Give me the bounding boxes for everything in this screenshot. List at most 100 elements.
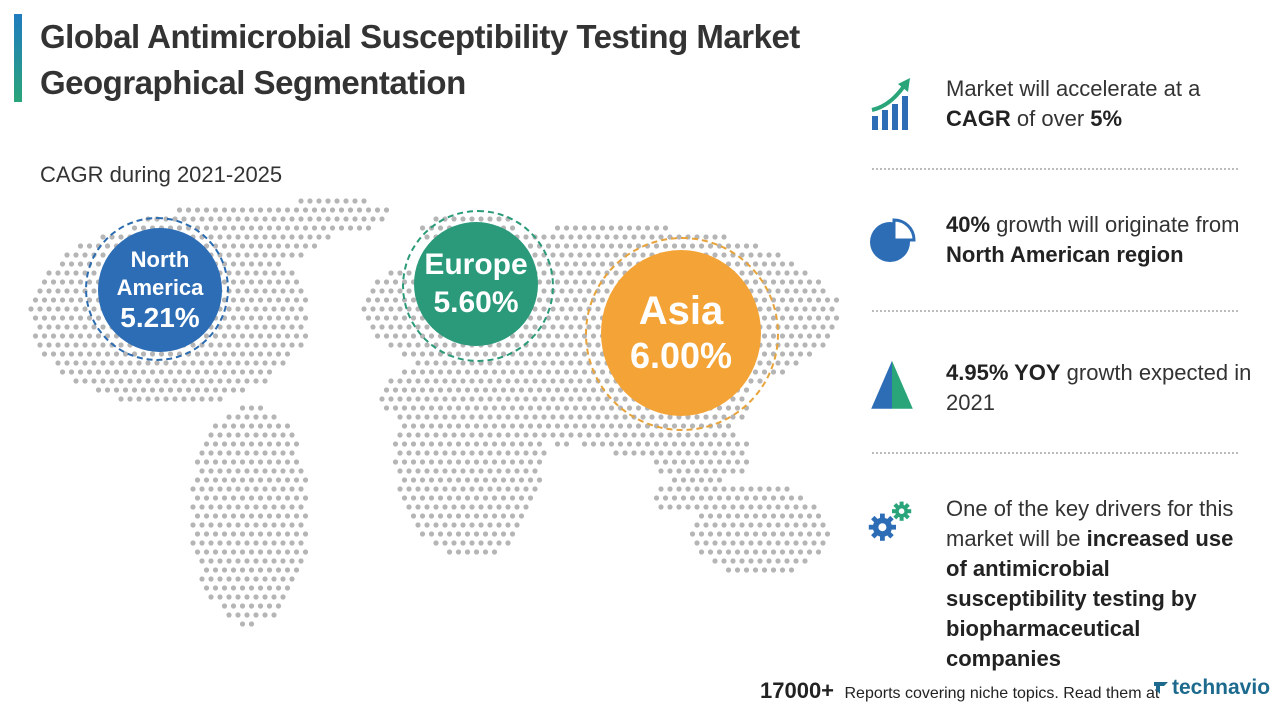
map-dot — [388, 342, 394, 348]
map-dot — [280, 504, 286, 510]
map-dot — [788, 531, 795, 537]
map-dot — [730, 486, 736, 492]
map-dot — [199, 486, 205, 492]
map-dot — [298, 288, 304, 294]
map-dot — [536, 369, 543, 375]
map-dot — [86, 369, 93, 375]
map-dot — [572, 333, 579, 339]
map-dot — [266, 441, 273, 447]
map-dot — [694, 468, 700, 474]
page-title: Global Antimicrobial Susceptibility Test… — [40, 14, 800, 106]
map-dot — [509, 405, 516, 411]
map-dot — [46, 306, 52, 312]
map-dot — [217, 432, 223, 438]
map-dot — [239, 423, 246, 429]
map-dot — [563, 441, 570, 447]
map-dot — [136, 396, 142, 402]
map-dot — [455, 423, 462, 429]
map-dot — [217, 450, 223, 456]
map-dot — [802, 324, 808, 330]
map-dot — [257, 441, 264, 447]
map-dot — [509, 531, 516, 537]
technavio-logo[interactable]: technavio — [1152, 676, 1270, 700]
map-dot — [73, 252, 79, 258]
map-dot — [482, 459, 489, 465]
map-dot — [383, 405, 390, 411]
map-dot — [433, 504, 439, 510]
map-dot — [230, 585, 237, 591]
map-dot — [694, 450, 700, 456]
map-dot — [523, 396, 529, 402]
map-dot — [491, 387, 498, 393]
map-dot — [712, 486, 718, 492]
map-dot — [226, 594, 232, 600]
map-dot — [793, 504, 799, 510]
map-dot — [226, 540, 232, 546]
map-dot — [748, 252, 754, 258]
map-dot — [257, 297, 264, 303]
map-dot — [230, 567, 237, 573]
map-dot — [415, 360, 421, 366]
map-dot — [455, 369, 462, 375]
map-dot — [599, 225, 606, 231]
map-dot — [482, 513, 489, 519]
map-dot — [50, 333, 57, 339]
map-dot — [770, 513, 777, 519]
map-dot — [158, 387, 165, 393]
map-dot — [491, 549, 498, 555]
map-dot — [559, 270, 565, 276]
map-dot — [235, 252, 241, 258]
map-dot — [712, 234, 718, 240]
map-dot — [248, 531, 255, 537]
map-dot — [298, 324, 304, 330]
map-dot — [779, 297, 786, 303]
map-dot — [460, 396, 466, 402]
map-dot — [442, 414, 448, 420]
map-dot — [631, 450, 637, 456]
map-dot — [199, 576, 205, 582]
map-dot — [235, 216, 241, 222]
map-dot — [640, 234, 646, 240]
map-dot — [401, 423, 408, 429]
map-dot — [275, 279, 282, 285]
map-dot — [131, 387, 138, 393]
map-dot — [793, 288, 799, 294]
map-dot — [176, 207, 183, 213]
map-dot — [208, 522, 214, 528]
map-dot — [473, 369, 480, 375]
map-dot — [734, 441, 741, 447]
map-dot — [743, 513, 750, 519]
map-dot — [203, 207, 210, 213]
map-dot — [487, 378, 493, 384]
map-dot — [460, 378, 466, 384]
map-dot — [230, 351, 237, 357]
map-dot — [604, 252, 610, 258]
map-dot — [64, 360, 70, 366]
map-dot — [788, 297, 795, 303]
map-dot — [248, 279, 255, 285]
map-dot — [217, 234, 223, 240]
map-dot — [104, 351, 111, 357]
map-dot — [235, 360, 241, 366]
map-dot — [500, 405, 507, 411]
map-dot — [505, 396, 511, 402]
map-dot — [221, 441, 228, 447]
map-dot — [248, 297, 255, 303]
map-dot — [599, 441, 606, 447]
map-dot — [806, 297, 813, 303]
map-dot — [446, 549, 453, 555]
map-dot — [271, 468, 277, 474]
map-dot — [212, 459, 219, 465]
map-dot — [545, 333, 552, 339]
map-dot — [766, 270, 772, 276]
map-dot — [509, 387, 516, 393]
map-dot — [397, 450, 403, 456]
map-dot — [244, 612, 250, 618]
map-dot — [725, 423, 732, 429]
map-dot — [545, 387, 552, 393]
map-dot — [217, 540, 223, 546]
map-dot — [671, 459, 678, 465]
map-dot — [194, 387, 201, 393]
map-dot — [505, 486, 511, 492]
map-dot — [464, 423, 471, 429]
